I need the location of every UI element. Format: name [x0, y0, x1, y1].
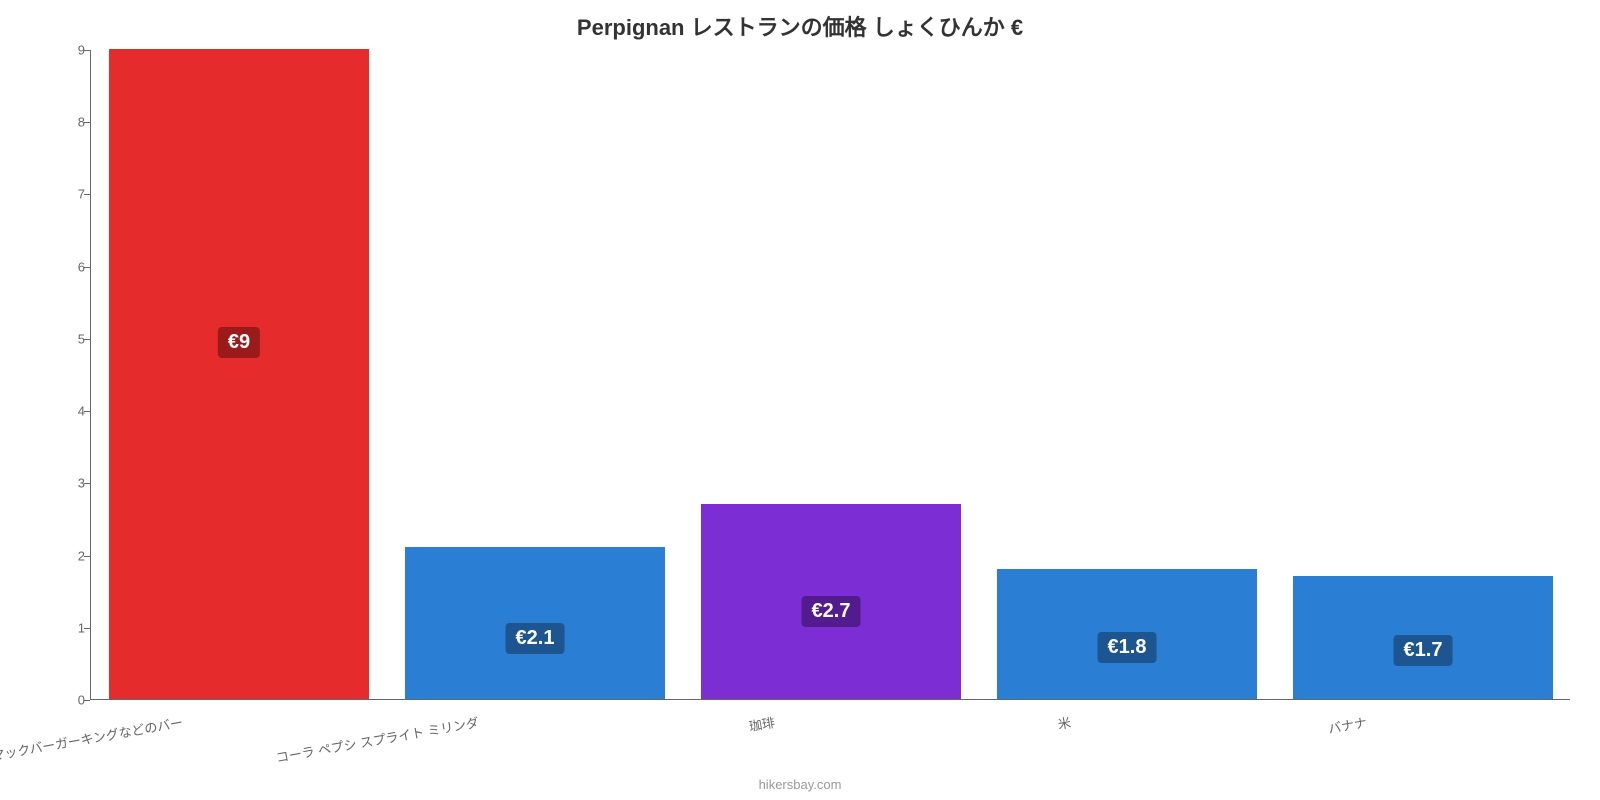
bar-value-label: €1.8	[1098, 632, 1157, 663]
x-axis-label: マックバーガーキングなどのバー	[0, 712, 184, 783]
chart-container: Perpignan レストランの価格 しょくひんか € €9 €2.1 €2.7 €1…	[0, 0, 1600, 800]
y-axis-tick-mark	[84, 194, 90, 195]
bar: €1.8	[997, 569, 1257, 699]
bar-value-label: €9	[218, 327, 260, 358]
y-axis-tick-mark	[84, 628, 90, 629]
plot-area: €9 €2.1 €2.7 €1.8 €1.7	[90, 50, 1570, 700]
y-axis-tick-label: 5	[60, 331, 85, 346]
bar: €9	[109, 49, 369, 699]
bar-value-label: €1.7	[1394, 635, 1453, 666]
y-axis-tick-label: 0	[60, 693, 85, 708]
y-axis-tick-label: 2	[60, 548, 85, 563]
bar: €2.7	[701, 504, 961, 699]
x-axis-label: バナナ	[1069, 712, 1368, 783]
y-axis-tick-mark	[84, 122, 90, 123]
y-axis-tick-mark	[84, 411, 90, 412]
chart-credit: hikersbay.com	[0, 777, 1600, 792]
y-axis-tick-label: 3	[60, 476, 85, 491]
y-axis-tick-label: 1	[60, 620, 85, 635]
y-axis-tick-label: 7	[60, 187, 85, 202]
x-axis-label: 米	[773, 712, 1072, 783]
y-axis-tick-label: 8	[60, 115, 85, 130]
bar-value-label: €2.1	[506, 623, 565, 654]
y-axis-tick-mark	[84, 700, 90, 701]
bar-value-label: €2.7	[802, 596, 861, 627]
x-axis-label: コーラ ペプシ スプライト ミリンダ	[181, 712, 480, 783]
y-axis-tick-mark	[84, 267, 90, 268]
y-axis-tick-mark	[84, 50, 90, 51]
y-axis-tick-label: 6	[60, 259, 85, 274]
y-axis-tick-mark	[84, 556, 90, 557]
y-axis-tick-label: 9	[60, 43, 85, 58]
bar: €1.7	[1293, 576, 1553, 699]
x-axis-label: 珈琲	[477, 712, 776, 783]
y-axis-tick-mark	[84, 339, 90, 340]
chart-title: Perpignan レストランの価格 しょくひんか €	[0, 10, 1600, 42]
y-axis-tick-mark	[84, 483, 90, 484]
y-axis-tick-label: 4	[60, 404, 85, 419]
bar: €2.1	[405, 547, 665, 699]
